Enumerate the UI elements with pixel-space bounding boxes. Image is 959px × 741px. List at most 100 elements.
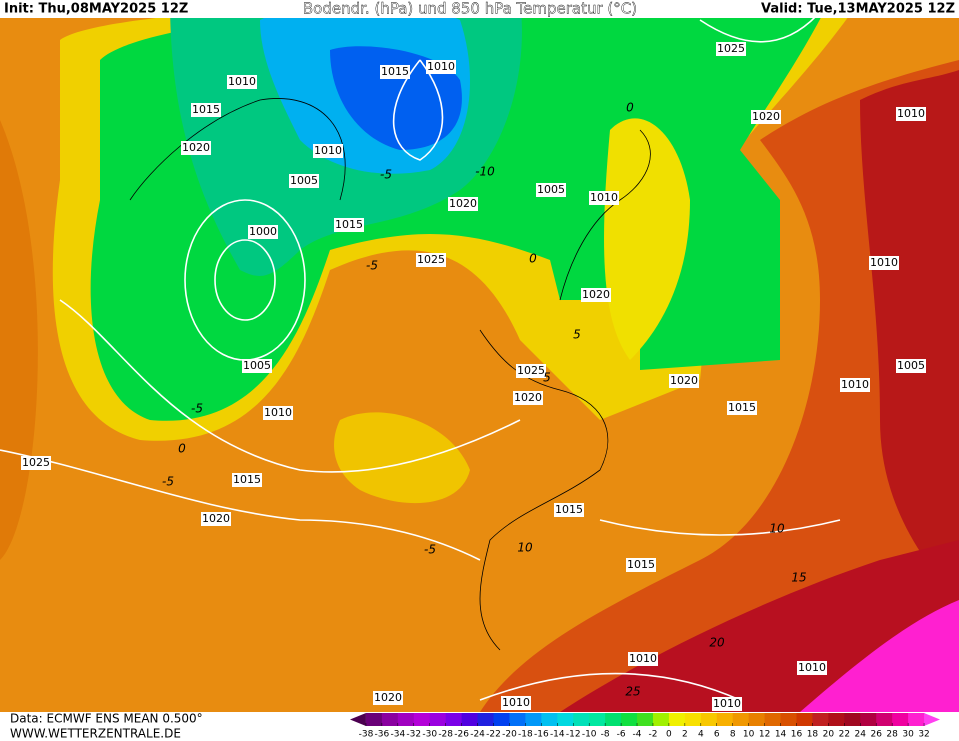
isobar-label: 1025 xyxy=(22,456,50,469)
isobar-label-box xyxy=(896,107,926,121)
isobar-label: 1015 xyxy=(233,473,261,486)
colorbar: -38 -36 -34 -32 -30 -28 -26 -24 -22 -20 -18 -16 -14-… xyxy=(350,713,940,740)
colorbar-swatch xyxy=(461,713,479,726)
isobar-label: 1005 xyxy=(537,183,565,196)
isobar-label-box xyxy=(669,374,699,388)
isobar-label-box xyxy=(263,406,293,420)
isobar-label-box xyxy=(334,218,364,232)
colorbar-swatch xyxy=(892,713,909,726)
temperature-label: 25 xyxy=(625,685,640,699)
isobar-label-box xyxy=(501,696,531,710)
colorbar-tick-label: -20 xyxy=(502,730,517,740)
colorbar-swatch xyxy=(525,713,542,726)
colorbar-swatch xyxy=(573,713,590,726)
colorbar-tick-label: -22 xyxy=(486,730,501,740)
colorbar-tick-label: -34 xyxy=(390,730,405,740)
isobar-label: 1010 xyxy=(264,406,292,419)
valid-time: Valid: Tue,13MAY2025 12Z xyxy=(761,2,955,17)
map-background xyxy=(0,0,959,712)
isobar-label: 1010 xyxy=(427,60,455,73)
colorbar-tick-label: -30 xyxy=(422,730,437,740)
colorbar-tick-label: -8 xyxy=(601,730,610,740)
colorbar-swatch xyxy=(812,713,829,726)
isobar-label-box xyxy=(869,256,899,270)
colorbar-swatch xyxy=(828,713,845,726)
isobar-label-box xyxy=(21,456,51,470)
isobar-label-box xyxy=(536,183,566,197)
isobar-label: 1010 xyxy=(897,107,925,120)
colorbar-swatch xyxy=(397,713,415,726)
colorbar-tick-label: -6 xyxy=(617,730,626,740)
colorbar-tick-label: -14 xyxy=(550,730,565,740)
isobar-label-box xyxy=(289,174,319,188)
temperature-label: 0 xyxy=(626,101,634,115)
temperature-label: 5 xyxy=(573,328,581,342)
isobar-label: 1005 xyxy=(290,174,318,187)
isobar-label-box xyxy=(797,661,827,675)
colorbar-swatch xyxy=(732,713,750,726)
temperature-label: -5 xyxy=(191,402,203,416)
isobar-label: 1015 xyxy=(335,218,363,231)
isobar-label: 1025 xyxy=(417,253,445,266)
isobar-label: 1010 xyxy=(798,661,826,674)
isobar-label: 1020 xyxy=(202,512,230,525)
colorbar-swatch xyxy=(381,713,399,726)
isobar-label: 1015 xyxy=(627,558,655,571)
isobar-label-box xyxy=(227,75,257,89)
isobar-label: 1020 xyxy=(449,197,477,210)
temperature-label: 0 xyxy=(178,442,186,456)
colorbar-tick-label: -36 xyxy=(375,730,390,740)
isobar-label-box xyxy=(448,197,478,211)
colorbar-swatch xyxy=(589,713,606,726)
temperature-label: 10 xyxy=(769,522,785,536)
temperature-label: 5 xyxy=(543,371,551,385)
isobar-label-box xyxy=(628,652,658,666)
colorbar-tick-label: -28 xyxy=(438,730,453,740)
colorbar-swatch xyxy=(557,713,574,726)
isobar-label: 1010 xyxy=(314,144,342,157)
colorbar-swatch xyxy=(668,713,686,726)
colorbar-tick-label: 32 xyxy=(918,730,929,740)
isobar-label: 1015 xyxy=(192,103,220,116)
colorbar-swatch xyxy=(509,713,526,726)
isobar-label: 1005 xyxy=(897,359,925,372)
colorbar-swatch xyxy=(700,713,718,726)
isobar-label-box xyxy=(313,144,343,158)
temperature-label: 10 xyxy=(517,541,533,555)
colorbar-tick-label: -32 xyxy=(406,730,421,740)
isobar-label: 1010 xyxy=(713,697,741,710)
isobar-label: 1025 xyxy=(717,42,745,55)
colorbar-swatch xyxy=(637,713,654,726)
isobar-label: 1025 xyxy=(517,364,545,377)
data-source: Data: ECMWF ENS MEAN 0.500° xyxy=(10,712,203,726)
isobar-label: 1005 xyxy=(243,359,271,372)
isobar-label: 1010 xyxy=(870,256,898,269)
colorbar-tick-label: -26 xyxy=(454,730,469,740)
isobar-label: 1010 xyxy=(228,75,256,88)
colorbar-swatch xyxy=(780,713,797,726)
map-title: Bodendr. (hPa) und 850 hPa Temperatur (°… xyxy=(303,0,637,18)
colorbar-tick-label: 12 xyxy=(759,730,770,740)
isobar-label-box xyxy=(626,558,656,572)
isobar-label: 1010 xyxy=(629,652,657,665)
colorbar-swatch xyxy=(493,713,510,726)
colorbar-swatch xyxy=(796,713,813,726)
colorbar-tick-label: -10 xyxy=(582,730,597,740)
isobar-label-box xyxy=(181,141,211,155)
colorbar-tick-label: -2 xyxy=(648,730,657,740)
isobar-label-box xyxy=(232,473,262,487)
colorbar-swatch xyxy=(605,713,622,726)
colorbar-swatch xyxy=(764,713,782,726)
colorbar-tick-label: 30 xyxy=(902,730,914,740)
isobar-label: 1010 xyxy=(841,378,869,391)
colorbar-swatch xyxy=(860,713,877,726)
colorbar-swatch xyxy=(350,713,366,726)
temperature-label: -5 xyxy=(366,259,378,273)
colorbar-tick-label: 18 xyxy=(807,730,819,740)
isobar-label-box xyxy=(751,110,781,124)
isobar-label: 1020 xyxy=(582,288,610,301)
isobar-label-box xyxy=(589,191,619,205)
header-bar xyxy=(0,0,959,18)
temperature-label: -5 xyxy=(424,543,436,557)
isobar-label: 1015 xyxy=(555,503,583,516)
